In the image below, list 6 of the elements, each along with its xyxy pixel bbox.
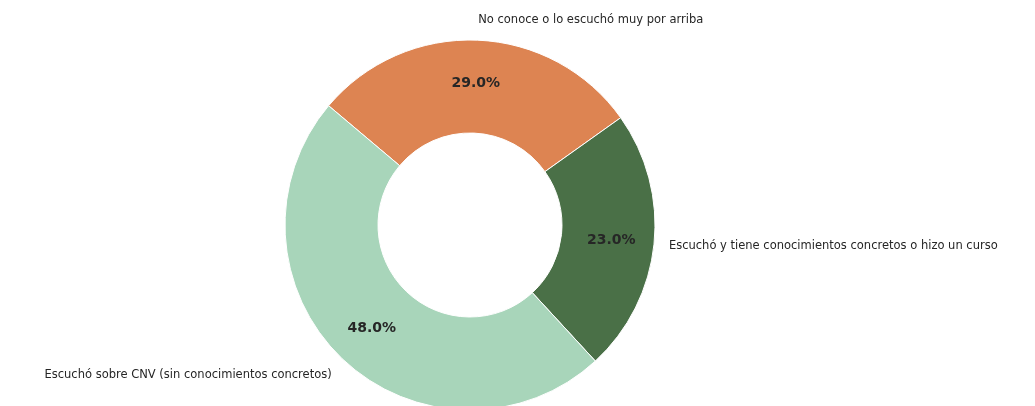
slice-label: Escuchó y tiene conocimientos concretos o hizo un curso xyxy=(668,237,998,252)
slice-label: No conoce o lo escuchó muy por arriba xyxy=(478,12,704,27)
data-label: 29.0% xyxy=(451,74,501,91)
data-label: 48.0% xyxy=(347,318,397,335)
data-label: 23.0% xyxy=(586,230,636,247)
slice-label: Escuchó sobre CNV (sin conocimientos concretos) xyxy=(44,367,332,382)
